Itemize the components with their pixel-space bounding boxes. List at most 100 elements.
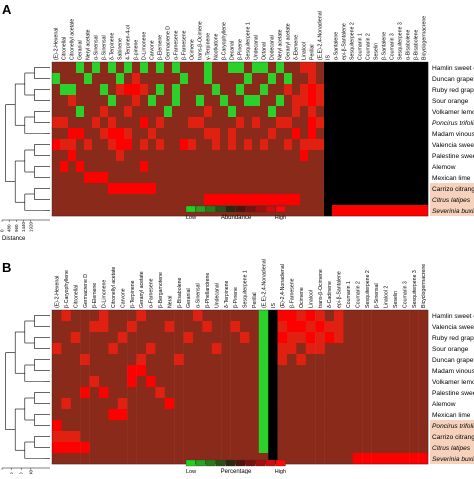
heatmap-cell xyxy=(277,343,288,355)
heatmap-cell xyxy=(236,161,245,173)
heatmap-cell xyxy=(183,409,194,421)
heatmap-cell xyxy=(156,117,165,129)
colorbar-swatch xyxy=(195,459,206,467)
heatmap-cell xyxy=(412,161,421,173)
heatmap-cell xyxy=(148,183,157,195)
heatmap-cell xyxy=(61,453,71,465)
heatmap-cell xyxy=(240,332,250,344)
heatmap-cell xyxy=(202,343,212,355)
heatmap-cell xyxy=(80,387,90,399)
heatmap-cell xyxy=(211,343,222,355)
heatmap-cell xyxy=(89,321,100,333)
heatmap-cell xyxy=(334,310,344,322)
heatmap-cell xyxy=(249,310,259,322)
column-label: β-Elemene xyxy=(158,35,164,60)
heatmap-cell xyxy=(100,84,109,96)
heatmap-cell xyxy=(68,172,77,184)
row-label: Hamlin sweet orange xyxy=(432,65,474,72)
heatmap-cell xyxy=(240,310,250,322)
heatmap-cell xyxy=(396,139,405,151)
heatmap-cell xyxy=(202,321,212,333)
heatmap-cell xyxy=(362,310,372,322)
heatmap-cell xyxy=(420,194,429,206)
heatmap-cell xyxy=(284,150,293,162)
heatmap-cell xyxy=(412,73,421,85)
heatmap-cell xyxy=(258,431,269,443)
heatmap-cell xyxy=(324,95,333,107)
heatmap-cell xyxy=(196,161,205,173)
heatmap-cell xyxy=(371,310,382,322)
heatmap-cell xyxy=(305,442,316,454)
heatmap-cell xyxy=(296,376,306,388)
heatmap-cell xyxy=(212,106,221,118)
row-highlight xyxy=(430,453,474,464)
heatmap-cell xyxy=(183,321,194,333)
heatmap-cell xyxy=(418,343,429,355)
heatmap-cell xyxy=(420,95,429,107)
heatmap-cell xyxy=(80,343,90,355)
heatmap-cell xyxy=(202,398,212,410)
heatmap-cell xyxy=(155,387,165,399)
row-highlight xyxy=(430,442,474,453)
heatmap-cell xyxy=(221,420,231,432)
heatmap-cell xyxy=(108,442,118,454)
heatmap-cell xyxy=(418,398,429,410)
heatmap-cell xyxy=(277,310,288,322)
heatmap-cell xyxy=(204,150,213,162)
heatmap-cell xyxy=(388,106,397,118)
heatmap-cell xyxy=(334,332,344,344)
heatmap-cell xyxy=(180,117,189,129)
heatmap-cell xyxy=(371,420,382,432)
heatmap-cell xyxy=(76,117,85,129)
heatmap-cell xyxy=(268,310,278,322)
heatmap-cell xyxy=(296,398,306,410)
heatmap-cell xyxy=(412,139,421,151)
heatmap-cell xyxy=(292,84,301,96)
heatmap-cell xyxy=(100,73,109,85)
heatmap-cell xyxy=(236,95,245,107)
column-label: Citronellyl acetate xyxy=(70,19,76,60)
heatmap-cell xyxy=(249,332,259,344)
heatmap-cell xyxy=(100,128,109,140)
row-label: Volkamer lemon xyxy=(432,379,474,386)
heatmap-cell xyxy=(60,139,69,151)
heatmap-cell xyxy=(315,387,325,399)
heatmap-cell xyxy=(287,376,297,388)
heatmap-cell xyxy=(80,420,90,432)
heatmap-cell xyxy=(52,194,61,206)
heatmap-cell xyxy=(420,183,429,195)
heatmap-cell xyxy=(52,73,61,85)
heatmap-cell xyxy=(292,106,301,118)
heatmap-cell xyxy=(155,409,165,421)
row-label: Madam vinous sweet orange xyxy=(432,131,474,138)
heatmap-cell xyxy=(305,398,316,410)
heatmap-cell xyxy=(92,194,101,206)
heatmap-cell xyxy=(412,128,421,140)
row-label: Duncan grapefruit xyxy=(432,357,474,364)
heatmap-cell xyxy=(116,172,125,184)
heatmap-cell xyxy=(99,310,109,322)
heatmap-cell xyxy=(381,387,391,399)
heatmap-cell xyxy=(211,354,222,366)
heatmap-cell xyxy=(399,343,410,355)
heatmap-cell xyxy=(100,139,109,151)
heatmap-cell xyxy=(68,73,77,85)
heatmap-cell xyxy=(380,194,389,206)
heatmap-cell xyxy=(211,420,222,432)
heatmap-cell xyxy=(84,194,93,206)
heatmap-cell xyxy=(89,431,100,443)
heatmap-cell xyxy=(220,194,229,206)
heatmap-cell xyxy=(316,128,325,140)
heatmap-cell xyxy=(381,343,391,355)
heatmap-cell xyxy=(117,365,128,377)
heatmap-cell xyxy=(287,332,297,344)
heatmap-cell xyxy=(300,84,309,96)
heatmap-cell xyxy=(418,321,429,333)
heatmap-cell xyxy=(240,420,250,432)
heatmap-cell xyxy=(268,420,278,432)
heatmap-cell xyxy=(84,62,93,74)
heatmap-cell xyxy=(292,205,301,217)
heatmap-cell xyxy=(409,387,419,399)
heatmap-cell xyxy=(420,139,429,151)
heatmap-cell xyxy=(371,442,382,454)
